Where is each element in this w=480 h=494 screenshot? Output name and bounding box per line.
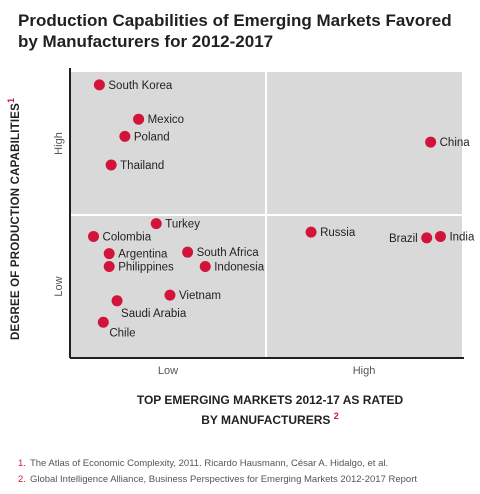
point-turkey: Turkey <box>150 218 200 231</box>
point-label-south-korea: South Korea <box>108 80 173 92</box>
point-marker-poland <box>119 130 131 142</box>
point-label-philippines: Philippines <box>118 261 174 273</box>
x-axis-label-line-2: BY MANUFACTURERS 2 <box>110 408 430 428</box>
point-marker-thailand <box>105 159 117 171</box>
footnote-2: 2. Global Intelligence Alliance, Business… <box>18 472 478 488</box>
point-marker-russia <box>305 226 317 238</box>
y-axis-footnote-marker: 1 <box>6 97 16 103</box>
point-marker-turkey <box>150 218 162 230</box>
y-axis-label-text: DEGREE OF PRODUCTION CAPABILITIES <box>9 102 22 340</box>
point-marker-india <box>434 230 446 242</box>
point-label-brazil: Brazil <box>389 233 418 245</box>
point-marker-mexico <box>133 113 145 125</box>
point-saudi-arabia: Saudi Arabia <box>111 295 187 320</box>
footnote-2-number: 2. <box>18 474 26 485</box>
point-indonesia: Indonesia <box>199 260 265 273</box>
point-marker-chile <box>97 316 109 328</box>
point-label-poland: Poland <box>134 131 170 143</box>
footnote-1-number: 1. <box>18 458 26 469</box>
axis-ticks: Low High Low High <box>53 132 375 377</box>
point-marker-brazil <box>421 232 433 244</box>
point-label-indonesia: Indonesia <box>214 261 264 273</box>
y-tick-label: High <box>53 132 65 155</box>
point-label-chile: Chile <box>109 327 135 339</box>
chart-title-line-2: by Manufacturers for 2012-2017 <box>18 32 274 51</box>
x-axis-label-line-1: TOP EMERGING MARKETS 2012-17 AS RATED <box>136 393 404 407</box>
point-south-korea: South Korea <box>93 79 173 92</box>
point-label-mexico: Mexico <box>148 114 184 126</box>
point-india: India <box>434 230 475 243</box>
point-brazil: Brazil <box>389 232 433 245</box>
footnote-1-text: The Atlas of Economic Complexity, 2011. … <box>29 458 389 469</box>
chart-title: Production Capabilities of Emerging Mark… <box>18 10 468 52</box>
point-colombia: Colombia <box>88 230 152 243</box>
point-argentina: Argentina <box>103 248 168 261</box>
y-axis-label: DEGREE OF PRODUCTION CAPABILITIES1 <box>6 80 22 340</box>
x-axis-label-line-2-text: BY MANUFACTURERS <box>201 413 331 427</box>
point-label-south-africa: South Africa <box>197 247 260 259</box>
footnotes: 1. The Atlas of Economic Complexity, 2011… <box>18 456 478 488</box>
point-label-india: India <box>449 231 475 243</box>
point-thailand: Thailand <box>105 159 164 172</box>
x-axis-footnote-marker: 2 <box>333 411 339 421</box>
point-russia: Russia <box>305 226 356 239</box>
point-label-thailand: Thailand <box>120 160 164 172</box>
x-tick-label: Low <box>158 365 178 377</box>
point-marker-colombia <box>88 230 100 242</box>
point-marker-south-korea <box>93 79 105 91</box>
point-label-vietnam: Vietnam <box>179 290 221 302</box>
x-tick-label: High <box>353 365 376 377</box>
y-tick-label: Low <box>53 276 65 296</box>
point-mexico: Mexico <box>133 113 184 126</box>
point-label-saudi-arabia: Saudi Arabia <box>121 308 187 320</box>
point-label-argentina: Argentina <box>118 249 168 261</box>
chart-title-line-1: Production Capabilities of Emerging Mark… <box>18 11 452 30</box>
point-chile: Chile <box>97 316 136 339</box>
point-marker-saudi-arabia <box>111 295 123 307</box>
point-marker-china <box>425 136 437 148</box>
point-marker-indonesia <box>199 260 211 272</box>
footnote-1: 1. The Atlas of Economic Complexity, 2011… <box>18 456 478 472</box>
point-label-colombia: Colombia <box>103 231 152 243</box>
point-marker-philippines <box>103 260 115 272</box>
footnote-2-text: Global Intelligence Alliance, Business P… <box>29 474 418 485</box>
point-poland: Poland <box>119 130 170 143</box>
point-label-russia: Russia <box>320 227 356 239</box>
point-label-turkey: Turkey <box>165 219 200 231</box>
plot-axes <box>69 68 464 359</box>
point-marker-south-africa <box>182 246 194 258</box>
point-marker-vietnam <box>164 289 176 301</box>
x-axis-label: TOP EMERGING MARKETS 2012-17 AS RATED BY… <box>110 392 430 428</box>
point-marker-argentina <box>103 248 115 260</box>
point-philippines: Philippines <box>103 260 174 273</box>
data-points: South Korea Mexico Poland Thailand China Turk… <box>88 79 475 339</box>
point-vietnam: Vietnam <box>164 289 221 302</box>
point-label-china: China <box>440 137 471 149</box>
point-south-africa: South Africa <box>182 246 260 259</box>
point-china: China <box>425 136 471 149</box>
